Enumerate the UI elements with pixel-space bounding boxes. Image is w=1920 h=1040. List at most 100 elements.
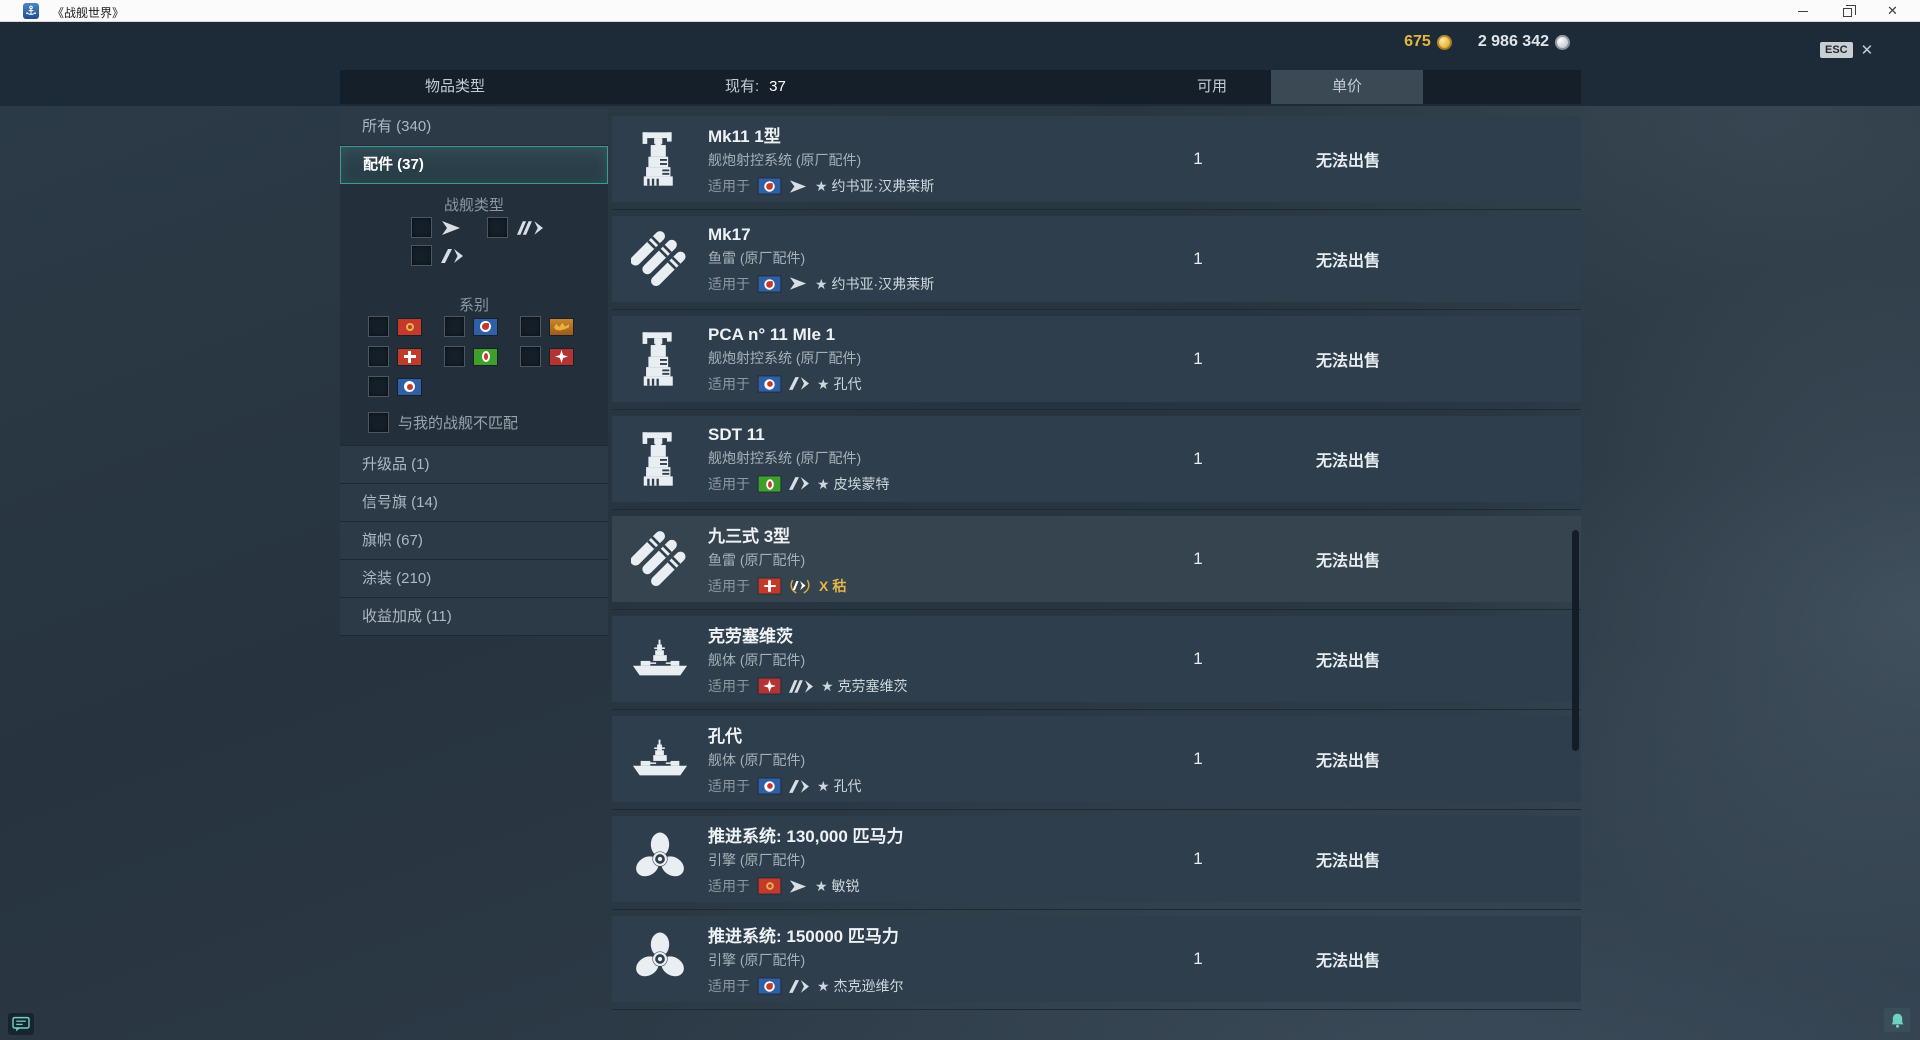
- ship-name: ★ 孔代: [817, 375, 862, 392]
- europe-checkbox[interactable]: [368, 346, 389, 367]
- close-button[interactable]: ✕: [1887, 3, 1898, 18]
- cruiser-icon: [789, 780, 809, 793]
- sidebar-item-flags[interactable]: 旗帜 (67): [340, 522, 608, 560]
- currency-bar: 675 2 986 342: [1330, 30, 1570, 54]
- item-name: 九三式 3型: [708, 527, 791, 546]
- sidebar-item-all[interactable]: 所有 (340): [340, 108, 608, 146]
- item-quantity: 1: [1193, 949, 1203, 968]
- filter-nation-italy[interactable]: [444, 346, 497, 367]
- item-price-status: 无法出售: [1315, 153, 1380, 170]
- credits-amount[interactable]: 2 986 342: [1478, 33, 1570, 51]
- item-category: 舰体 (原厂配件): [708, 652, 806, 668]
- item-category: 舰炮射控系统 (原厂配件): [708, 449, 862, 466]
- chat-button[interactable]: [8, 1013, 34, 1035]
- hull-icon: [612, 739, 708, 779]
- column-available[interactable]: 可用: [1196, 78, 1227, 95]
- column-unit-price[interactable]: 单价: [1271, 70, 1423, 104]
- germany-flag-icon: [758, 678, 781, 694]
- applies-label: 适用于: [708, 578, 750, 594]
- column-item-type: 物品类型: [424, 78, 485, 95]
- gold-amount[interactable]: 675: [1404, 33, 1452, 51]
- sidebar-item-upgrades[interactable]: 升级品 (1): [340, 446, 608, 484]
- cruiser-icon: [789, 377, 809, 390]
- item-category: 引擎 (原厂配件): [708, 952, 806, 968]
- france-flag-icon: [758, 375, 781, 392]
- item-price-status: 无法出售: [1315, 953, 1380, 970]
- hull-icon: [612, 639, 708, 679]
- destroyer-icon: [789, 277, 807, 290]
- list-scrollbar-thumb[interactable]: [1572, 530, 1579, 751]
- torpedo-icon: [612, 530, 708, 588]
- filter-destroyer[interactable]: [411, 217, 461, 238]
- filter-mismatch[interactable]: 与我的战舰不匹配: [368, 412, 518, 433]
- inventory-row[interactable]: 克劳塞维茨 舰体 (原厂配件) 适用于 ★ 克劳塞维茨 1 无法出售: [612, 616, 1581, 710]
- sidebar-item-bonuses[interactable]: 收益加成 (11): [340, 598, 608, 636]
- ussr-checkbox[interactable]: [368, 316, 389, 337]
- inventory-row[interactable]: Mk17 鱼雷 (原厂配件) 适用于 ★ 约书亚·汉弗莱斯 1 无法出售: [612, 216, 1581, 310]
- item-quantity: 1: [1193, 249, 1203, 268]
- usa-checkbox[interactable]: [444, 316, 465, 337]
- filter-cruiser[interactable]: [411, 245, 463, 266]
- item-quantity: 1: [1193, 149, 1203, 168]
- inventory-row[interactable]: 九三式 3型 鱼雷 (原厂配件) 适用于 X 秙 1 无法出售: [612, 516, 1581, 610]
- filter-nation-usa[interactable]: [444, 316, 497, 337]
- esc-key-badge[interactable]: ESC: [1820, 42, 1853, 58]
- close-screen-icon[interactable]: ✕: [1860, 42, 1874, 59]
- applies-label: 适用于: [708, 475, 750, 492]
- restore-button[interactable]: [1825, 0, 1870, 22]
- mismatch-label: 与我的战舰不匹配: [398, 415, 519, 432]
- notifications-button[interactable]: [1884, 1008, 1910, 1032]
- sidebar-item-modules[interactable]: 配件 (37): [340, 146, 608, 184]
- list-header: 物品类型 现有: 37 可用 单价: [340, 70, 1581, 104]
- item-price-status: 无法出售: [1315, 853, 1380, 870]
- germany-checkbox[interactable]: [520, 346, 541, 367]
- filter-nation-europe[interactable]: [368, 346, 421, 367]
- fire-control-icon: [612, 330, 708, 388]
- destroyer-icon: [441, 221, 461, 235]
- item-price-status: 无法出售: [1315, 353, 1380, 370]
- cruiser-checkbox[interactable]: [411, 245, 432, 266]
- destroyer-checkbox[interactable]: [411, 217, 432, 238]
- item-quantity: 1: [1193, 449, 1203, 468]
- item-category: 舰炮射控系统 (原厂配件): [708, 152, 862, 168]
- applies-label: 适用于: [708, 678, 750, 694]
- destroyer-icon: [789, 880, 807, 893]
- applies-label: 适用于: [708, 978, 750, 994]
- inventory-row[interactable]: Mk11 1型 舰炮射控系统 (原厂配件) 适用于 ★ 约书亚·汉弗莱斯 1 无…: [612, 116, 1581, 210]
- inventory-row[interactable]: 推进系统: 150000 匹马力 引擎 (原厂配件) 适用于 ★ 杰克逊维尔 1…: [612, 916, 1581, 1010]
- item-quantity: 1: [1193, 849, 1203, 868]
- filter-nation-ussr[interactable]: [368, 316, 421, 337]
- inventory-row[interactable]: 推进系统: 130,000 匹马力 引擎 (原厂配件) 适用于 ★ 敏锐 1 无…: [612, 816, 1581, 910]
- item-category: 舰炮射控系统 (原厂配件): [708, 349, 862, 366]
- ship-name: ★ 杰克逊维尔: [817, 978, 904, 994]
- item-name: Mk11 1型: [708, 127, 781, 146]
- ship-name: ★ 皮埃蒙特: [817, 475, 890, 492]
- owned-count: 现有: 37: [725, 78, 786, 95]
- minimize-button[interactable]: [1780, 0, 1825, 22]
- filter-nation-pan-asia[interactable]: [520, 316, 573, 337]
- filter-nation-germany[interactable]: [520, 346, 573, 367]
- battleship-icon: [517, 221, 543, 235]
- italy-checkbox[interactable]: [444, 346, 465, 367]
- fire-control-icon: [612, 430, 708, 488]
- inventory-row[interactable]: PCA n° 11 Mle 1 舰炮射控系统 (原厂配件) 适用于 ★ 孔代 1…: [612, 316, 1581, 410]
- battleship-checkbox[interactable]: [487, 217, 508, 238]
- propeller-icon: [612, 932, 708, 986]
- inventory-row[interactable]: 孔代 舰体 (原厂配件) 适用于 ★ 孔代 1 无法出售: [612, 716, 1581, 810]
- italy-flag-icon: [474, 348, 497, 365]
- cruiser-icon: [789, 980, 809, 993]
- filter-battleship[interactable]: [487, 217, 543, 238]
- unique-laurel-icon: [789, 578, 811, 595]
- sidebar-item-camouflage[interactable]: 涂装 (210): [340, 560, 608, 598]
- pan-asia-checkbox[interactable]: [520, 316, 541, 337]
- category-sidebar: 所有 (340) 配件 (37) 战舰类型 系别: [340, 108, 608, 636]
- sidebar-item-signals[interactable]: 信号旗 (14): [340, 484, 608, 522]
- filter-nation-france[interactable]: [368, 376, 421, 397]
- usa-flag-icon: [474, 318, 497, 335]
- mismatch-checkbox[interactable]: [368, 412, 389, 433]
- france-checkbox[interactable]: [368, 376, 389, 397]
- item-name: Mk17: [708, 224, 751, 244]
- item-category: 舰体 (原厂配件): [708, 752, 806, 768]
- window-titlebar: 《战舰世界》 ✕: [0, 0, 1920, 22]
- inventory-row[interactable]: SDT 11 舰炮射控系统 (原厂配件) 适用于 ★ 皮埃蒙特 1 无法出售: [612, 416, 1581, 510]
